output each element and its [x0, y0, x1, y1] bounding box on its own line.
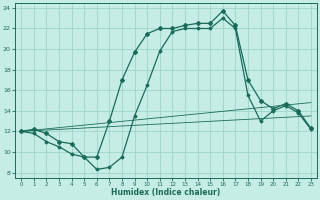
X-axis label: Humidex (Indice chaleur): Humidex (Indice chaleur) [111, 188, 221, 197]
